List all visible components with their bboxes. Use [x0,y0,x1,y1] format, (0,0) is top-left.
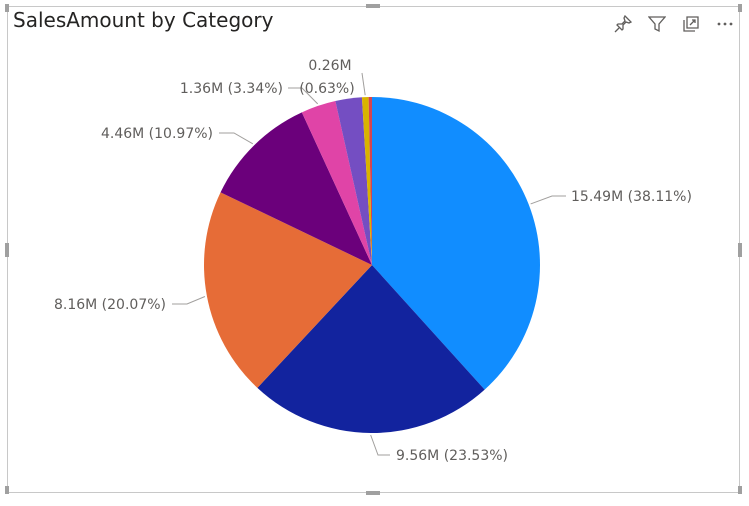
pie-slice-1[interactable] [257,265,485,433]
data-label-2: 8.16M (20.07%) [54,297,166,313]
data-label-0: 15.49M (38.11%) [571,189,692,205]
leader-line-1 [370,434,390,456]
pie-slice-7[interactable] [368,97,372,265]
resize-handle-top[interactable] [366,4,380,8]
leader-line-4 [288,87,319,105]
leader-line-2 [172,296,206,305]
leader-line-0 [530,195,566,205]
data-label-4: 1.36M (3.34%) [180,81,283,97]
more-options-icon[interactable] [713,12,737,36]
resize-handle-right[interactable] [738,243,742,257]
data-label-1: 9.56M (23.53%) [396,448,508,464]
chart-title: SalesAmount by Category [13,8,274,32]
resize-handle-top-right[interactable] [738,4,742,12]
resize-handle-bottom-left[interactable] [5,486,9,494]
resize-handle-left[interactable] [5,243,9,257]
pie-slice-2[interactable] [204,192,372,388]
pie-slice-5[interactable] [335,97,372,265]
resize-handle-bottom-right[interactable] [738,486,742,494]
pie-slice-0[interactable] [372,97,540,390]
filter-icon[interactable] [645,12,669,36]
pie-slice-6[interactable] [361,97,372,265]
pin-icon[interactable] [611,12,635,36]
leader-line-3 [219,132,254,145]
focus-mode-icon[interactable] [679,12,703,36]
resize-handle-top-left[interactable] [5,4,9,12]
resize-handle-bottom[interactable] [366,491,380,495]
leader-line-6 [361,72,366,96]
data-label-6: 0.26M [308,58,351,74]
visual-header-toolbar [611,12,737,36]
pie-slice-3[interactable] [220,112,372,265]
data-label-6-pct: (0.63%) [299,81,354,97]
pie-slice-4[interactable] [301,101,372,266]
data-label-3: 4.46M (10.97%) [101,126,213,142]
